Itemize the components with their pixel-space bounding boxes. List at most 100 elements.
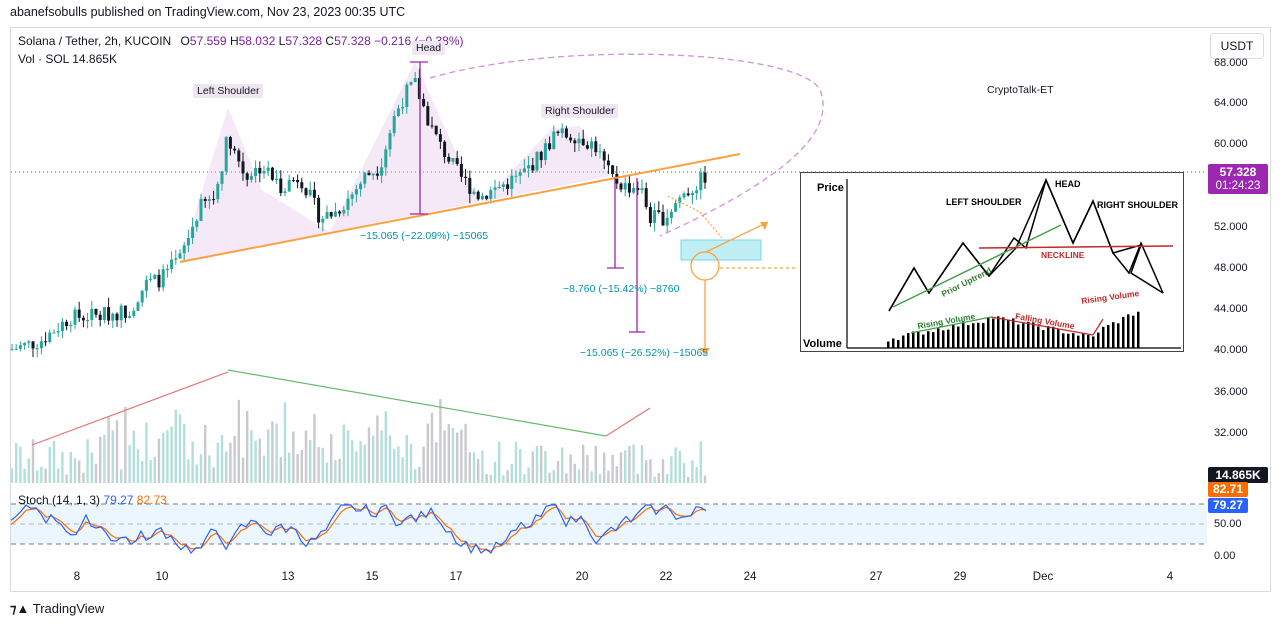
volume-bar <box>183 424 186 483</box>
candle-body <box>476 191 480 200</box>
candle-body <box>48 332 52 343</box>
candle-body <box>128 316 132 318</box>
chart-frame <box>10 27 1271 592</box>
candle-body <box>665 217 669 226</box>
candle-body <box>342 209 346 214</box>
volume-bar <box>10 468 14 483</box>
price-tag: 57.328 01:24:23 <box>1208 164 1268 194</box>
candle-body <box>443 141 447 157</box>
candle-body <box>262 170 266 174</box>
volume-bar <box>460 429 463 483</box>
candle-body <box>329 212 333 217</box>
volume-bar <box>141 461 144 483</box>
candle-body <box>501 184 505 187</box>
candle-body <box>275 178 279 180</box>
candle-body <box>480 195 484 200</box>
volume-bar <box>594 445 597 483</box>
volume-bar <box>695 467 698 483</box>
candle-body <box>308 189 312 196</box>
candle-body <box>552 131 556 150</box>
volume-bar <box>535 446 539 483</box>
volume-bar <box>15 442 18 483</box>
inset-volume-bar <box>1117 323 1120 348</box>
volume-bar <box>262 455 266 483</box>
candle-body <box>174 258 178 260</box>
candle-body <box>52 332 56 334</box>
volume-bar <box>199 454 203 483</box>
volume-bar <box>208 455 211 483</box>
brand-text: TradingView <box>32 601 105 616</box>
y-tick: 50.00 <box>1214 518 1242 530</box>
candle-body <box>69 324 73 327</box>
candle-body <box>182 245 186 254</box>
inset-left-shoulder: LEFT SHOULDER <box>946 197 1022 207</box>
volume-bar <box>573 463 576 483</box>
volume-bar <box>502 475 505 483</box>
volume-bar <box>271 421 274 483</box>
candle-body <box>548 143 552 150</box>
candle-body <box>632 187 636 193</box>
volume-tag: 14.865K <box>1208 467 1268 483</box>
volume-bar <box>120 469 123 483</box>
volume-bar <box>477 458 480 483</box>
volume-bar <box>115 420 119 483</box>
candle-body <box>606 160 610 166</box>
volume-bar <box>615 466 618 483</box>
close-value: 57.328 <box>334 34 371 48</box>
volume-bar <box>170 426 173 483</box>
inset-volume-bar <box>1012 318 1015 348</box>
candle-body <box>359 183 363 190</box>
volume-bar <box>443 430 446 483</box>
head-label: Head <box>412 41 446 55</box>
inset-volume-bar <box>927 331 930 348</box>
y-tick: 68.000 <box>1214 57 1248 69</box>
symbol-legend: Solana / Tether, 2h, KUCOIN O57.559 H58.… <box>18 34 464 48</box>
inset-volume-bar <box>972 323 975 348</box>
inset-volume-bar <box>1057 328 1060 348</box>
candle-body <box>207 199 211 202</box>
candle-body <box>338 211 342 214</box>
candle-body <box>405 84 409 108</box>
stoch-legend: Stoch (14, 1, 3) 79.27 82.73 <box>18 493 167 507</box>
volume-bar <box>565 473 568 483</box>
volume-bar <box>519 448 522 483</box>
candle-body <box>690 193 694 196</box>
volume-bar <box>267 429 270 483</box>
volume-bar <box>44 468 47 483</box>
candle-body <box>602 151 606 161</box>
inset-volume-bar <box>1132 315 1135 348</box>
inset-volume-bar <box>937 328 940 348</box>
inset-volume-bar <box>957 326 960 348</box>
volume-bar <box>666 474 669 483</box>
candle-body <box>304 188 308 196</box>
candle-body <box>258 167 262 174</box>
x-tick: 4 <box>1166 571 1174 583</box>
volume-bar <box>237 399 240 483</box>
inset-volume-bar <box>1072 333 1075 348</box>
candle-body <box>522 168 526 173</box>
candle-body <box>140 290 144 303</box>
candle-body <box>178 253 182 259</box>
inset-price-line2 <box>888 178 1164 312</box>
vol-trend-red-2 <box>605 407 651 437</box>
low-value: 57.328 <box>285 34 323 48</box>
candle-body <box>531 165 535 171</box>
volume-bar <box>632 444 635 483</box>
volume-bar <box>661 459 665 483</box>
volume-bar <box>195 464 198 483</box>
candle-body <box>94 308 98 315</box>
stoch-d-tag: 79.27 <box>1208 498 1248 513</box>
volume-bar <box>246 411 249 483</box>
candle-body <box>506 184 510 189</box>
volume-bar <box>346 430 350 483</box>
candle-body <box>354 189 358 195</box>
currency-button[interactable]: USDT <box>1210 33 1264 59</box>
candle-body <box>472 191 476 194</box>
y-tick: 40.000 <box>1214 344 1248 356</box>
candle-body <box>317 197 321 223</box>
y-tick: 64.000 <box>1214 97 1248 109</box>
measure3-label: −15.065 (−26.52%) −15065 <box>580 347 709 359</box>
x-tick: 27 <box>869 571 883 583</box>
volume-bar <box>216 442 219 483</box>
x-tick: 15 <box>365 571 379 583</box>
